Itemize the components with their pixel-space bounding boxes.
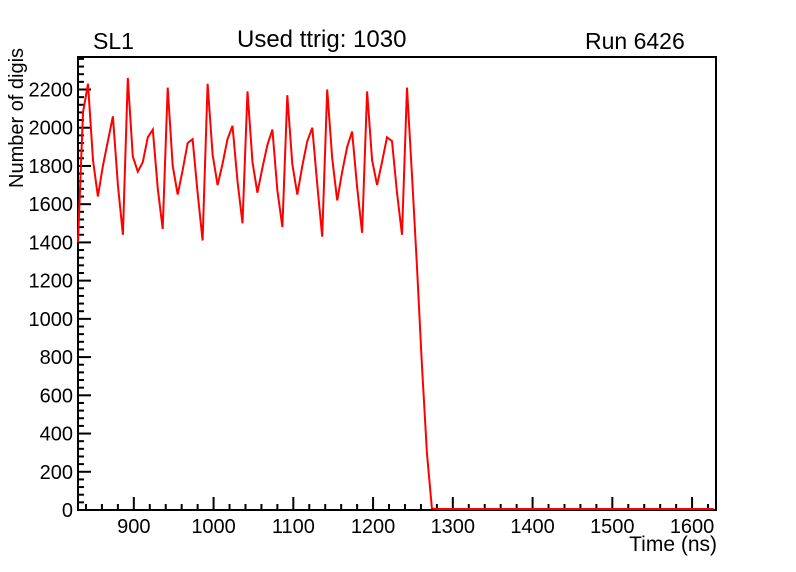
y-axis-tick-label: 200 [40,462,73,484]
x-axis-tick-label: 1300 [431,516,476,538]
y-axis-tick-label: 1600 [29,194,74,216]
y-axis-tick-label: 400 [40,424,73,446]
y-axis-tick-label: 2200 [29,79,74,101]
x-axis-title: Time (ns) [629,533,717,556]
histogram-line-number-of-digis-vs-time [77,77,714,510]
y-axis-tick-label: 2000 [29,118,74,140]
y-axis-tick-label: 1400 [29,232,74,254]
x-axis-tick-label: 1400 [510,516,555,538]
run-number-label: Run 6426 [585,28,685,54]
x-axis-tick-label: 900 [117,516,150,538]
y-axis-tick-label: 1800 [29,156,74,178]
y-axis-tick-label: 600 [40,385,73,407]
x-axis-tick-label: 1000 [191,516,236,538]
y-axis-title: Number of digis [6,47,28,188]
plot-frame [77,56,717,511]
y-axis-tick-label: 800 [40,347,73,369]
x-axis-tick-label: 1500 [590,516,635,538]
y-axis-tick-label: 0 [62,500,73,522]
y-axis-tick-label: 1000 [29,309,74,331]
y-axis-tick-label: 1200 [29,271,74,293]
x-axis-tick-label: 1100 [272,516,315,538]
x-axis-tick-label: 1200 [351,516,396,538]
chart-title: Used ttrig: 1030 [237,26,407,53]
superlayer-label: SL1 [93,28,134,54]
x-axis-tick-label: 1600 [670,516,715,538]
